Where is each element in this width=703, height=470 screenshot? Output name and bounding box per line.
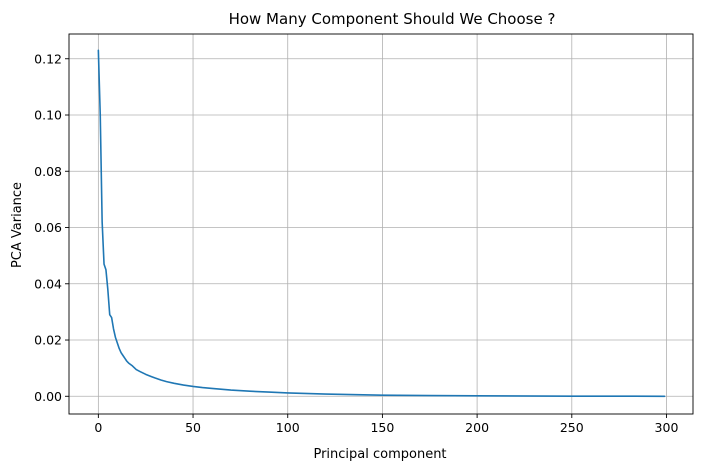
- chart-title: How Many Component Should We Choose ?: [229, 10, 556, 28]
- x-tick-label: 0: [94, 420, 102, 435]
- x-tick-label: 100: [276, 420, 300, 435]
- y-tick-label: 0.06: [34, 220, 62, 235]
- x-axis-label: Principal component: [313, 447, 446, 462]
- x-tick-label: 300: [655, 420, 679, 435]
- y-axis-ticks: 0.00 0.02 0.04 0.06 0.08 0.10 0.12: [34, 51, 69, 404]
- x-tick-label: 200: [465, 420, 489, 435]
- y-axis-label: PCA Variance: [10, 182, 25, 268]
- x-tick-label: 150: [370, 420, 394, 435]
- y-tick-label: 0.10: [34, 108, 62, 123]
- plot-frame: [68, 33, 694, 415]
- y-tick-label: 0.12: [34, 51, 62, 66]
- variance-series-line: [97, 49, 666, 398]
- series-layer: [97, 49, 666, 398]
- grid: [69, 34, 693, 414]
- y-tick-label: 0.00: [34, 389, 62, 404]
- y-tick-label: 0.04: [34, 276, 62, 291]
- y-tick-label: 0.02: [34, 333, 62, 348]
- x-axis-ticks: 0 50 100 150 200 250 300: [94, 414, 678, 435]
- x-tick-label: 250: [560, 420, 584, 435]
- y-tick-label: 0.08: [34, 164, 62, 179]
- x-tick-label: 50: [185, 420, 201, 435]
